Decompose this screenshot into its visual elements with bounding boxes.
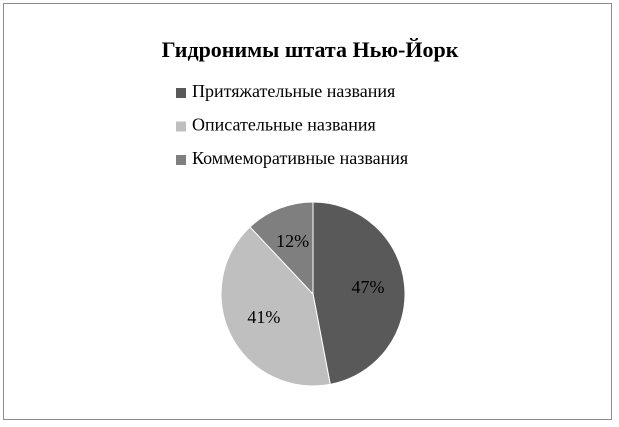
legend-label: Притяжательные названия [192, 81, 395, 101]
legend-label: Описательные названия [192, 115, 376, 135]
pie-slice [220, 226, 331, 387]
data-label: 12% [276, 231, 309, 251]
pie-slice [312, 201, 406, 385]
pie-slice [249, 201, 314, 296]
data-label: 41% [247, 307, 280, 327]
legend-swatch [176, 121, 186, 132]
legend-label: Коммеморативные названия [192, 148, 408, 168]
data-label: 47% [351, 277, 384, 297]
legend-swatch [176, 88, 186, 98]
chart-title: Гидронимы штата Нью-Йорк [162, 37, 459, 62]
legend-swatch [176, 155, 186, 165]
